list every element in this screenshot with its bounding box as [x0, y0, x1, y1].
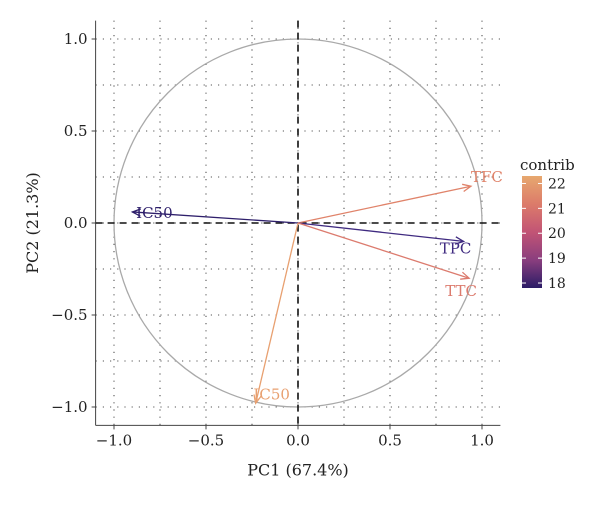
legend-title: contrib [520, 156, 575, 174]
variable-labels: TFC IC50 TPC TTC IC50 [136, 168, 503, 403]
legend: contrib 22 21 20 19 18 [520, 156, 575, 292]
arrow-ttc [297, 222, 470, 279]
y-tick-label: 1.0 [64, 30, 88, 48]
y-tick-label: 0.5 [64, 122, 88, 140]
x-axis-title: PC1 (67.4%) [247, 460, 349, 479]
arrowhead-ttc [460, 271, 471, 280]
x-tick-label: 0.0 [286, 431, 310, 449]
arrow-ic50 [255, 222, 299, 404]
y-axis-title: PC2 (21.3%) [23, 172, 42, 274]
legend-colorbar [522, 176, 542, 288]
variable-arrows [130, 183, 473, 405]
legend-tick-label: 18 [548, 276, 566, 292]
tick-labels: −1.0 −0.5 0.0 0.5 1.0 −1.0 −0.5 0.0 0.5 1.0 [51, 30, 494, 449]
variable-label-ic50: IC50 [253, 385, 290, 403]
legend-tick-label: 20 [548, 226, 566, 242]
legend-tick-label: 22 [548, 176, 566, 192]
legend-tick-label: 21 [548, 201, 566, 217]
legend-tick-label: 19 [548, 251, 566, 267]
variable-label-ttc: TTC [445, 282, 477, 300]
variable-label-tfc: TFC [471, 168, 503, 186]
y-tick-label: 0.0 [64, 214, 88, 232]
arrow-ic50 [132, 211, 299, 224]
arrowhead-tfc [462, 183, 473, 193]
arrowhead-ic50 [253, 394, 262, 405]
x-tick-label: 1.0 [470, 431, 494, 449]
legend-ticks: 22 21 20 19 18 [522, 176, 566, 292]
variable-label-ic50: IC50 [136, 204, 173, 222]
zero-reference-lines [95, 20, 501, 426]
variable-label-tpc: TPC [440, 239, 472, 257]
arrow-tpc [297, 222, 464, 243]
y-tick-label: −0.5 [51, 306, 87, 324]
arrow-tfc [297, 185, 472, 224]
x-tick-label: −0.5 [188, 431, 224, 449]
arrowhead-ic50 [130, 208, 142, 217]
x-tick-label: 0.5 [378, 431, 402, 449]
y-tick-label: −1.0 [51, 398, 87, 416]
arrowhead-tpc [454, 236, 466, 245]
x-tick-label: −1.0 [96, 431, 132, 449]
